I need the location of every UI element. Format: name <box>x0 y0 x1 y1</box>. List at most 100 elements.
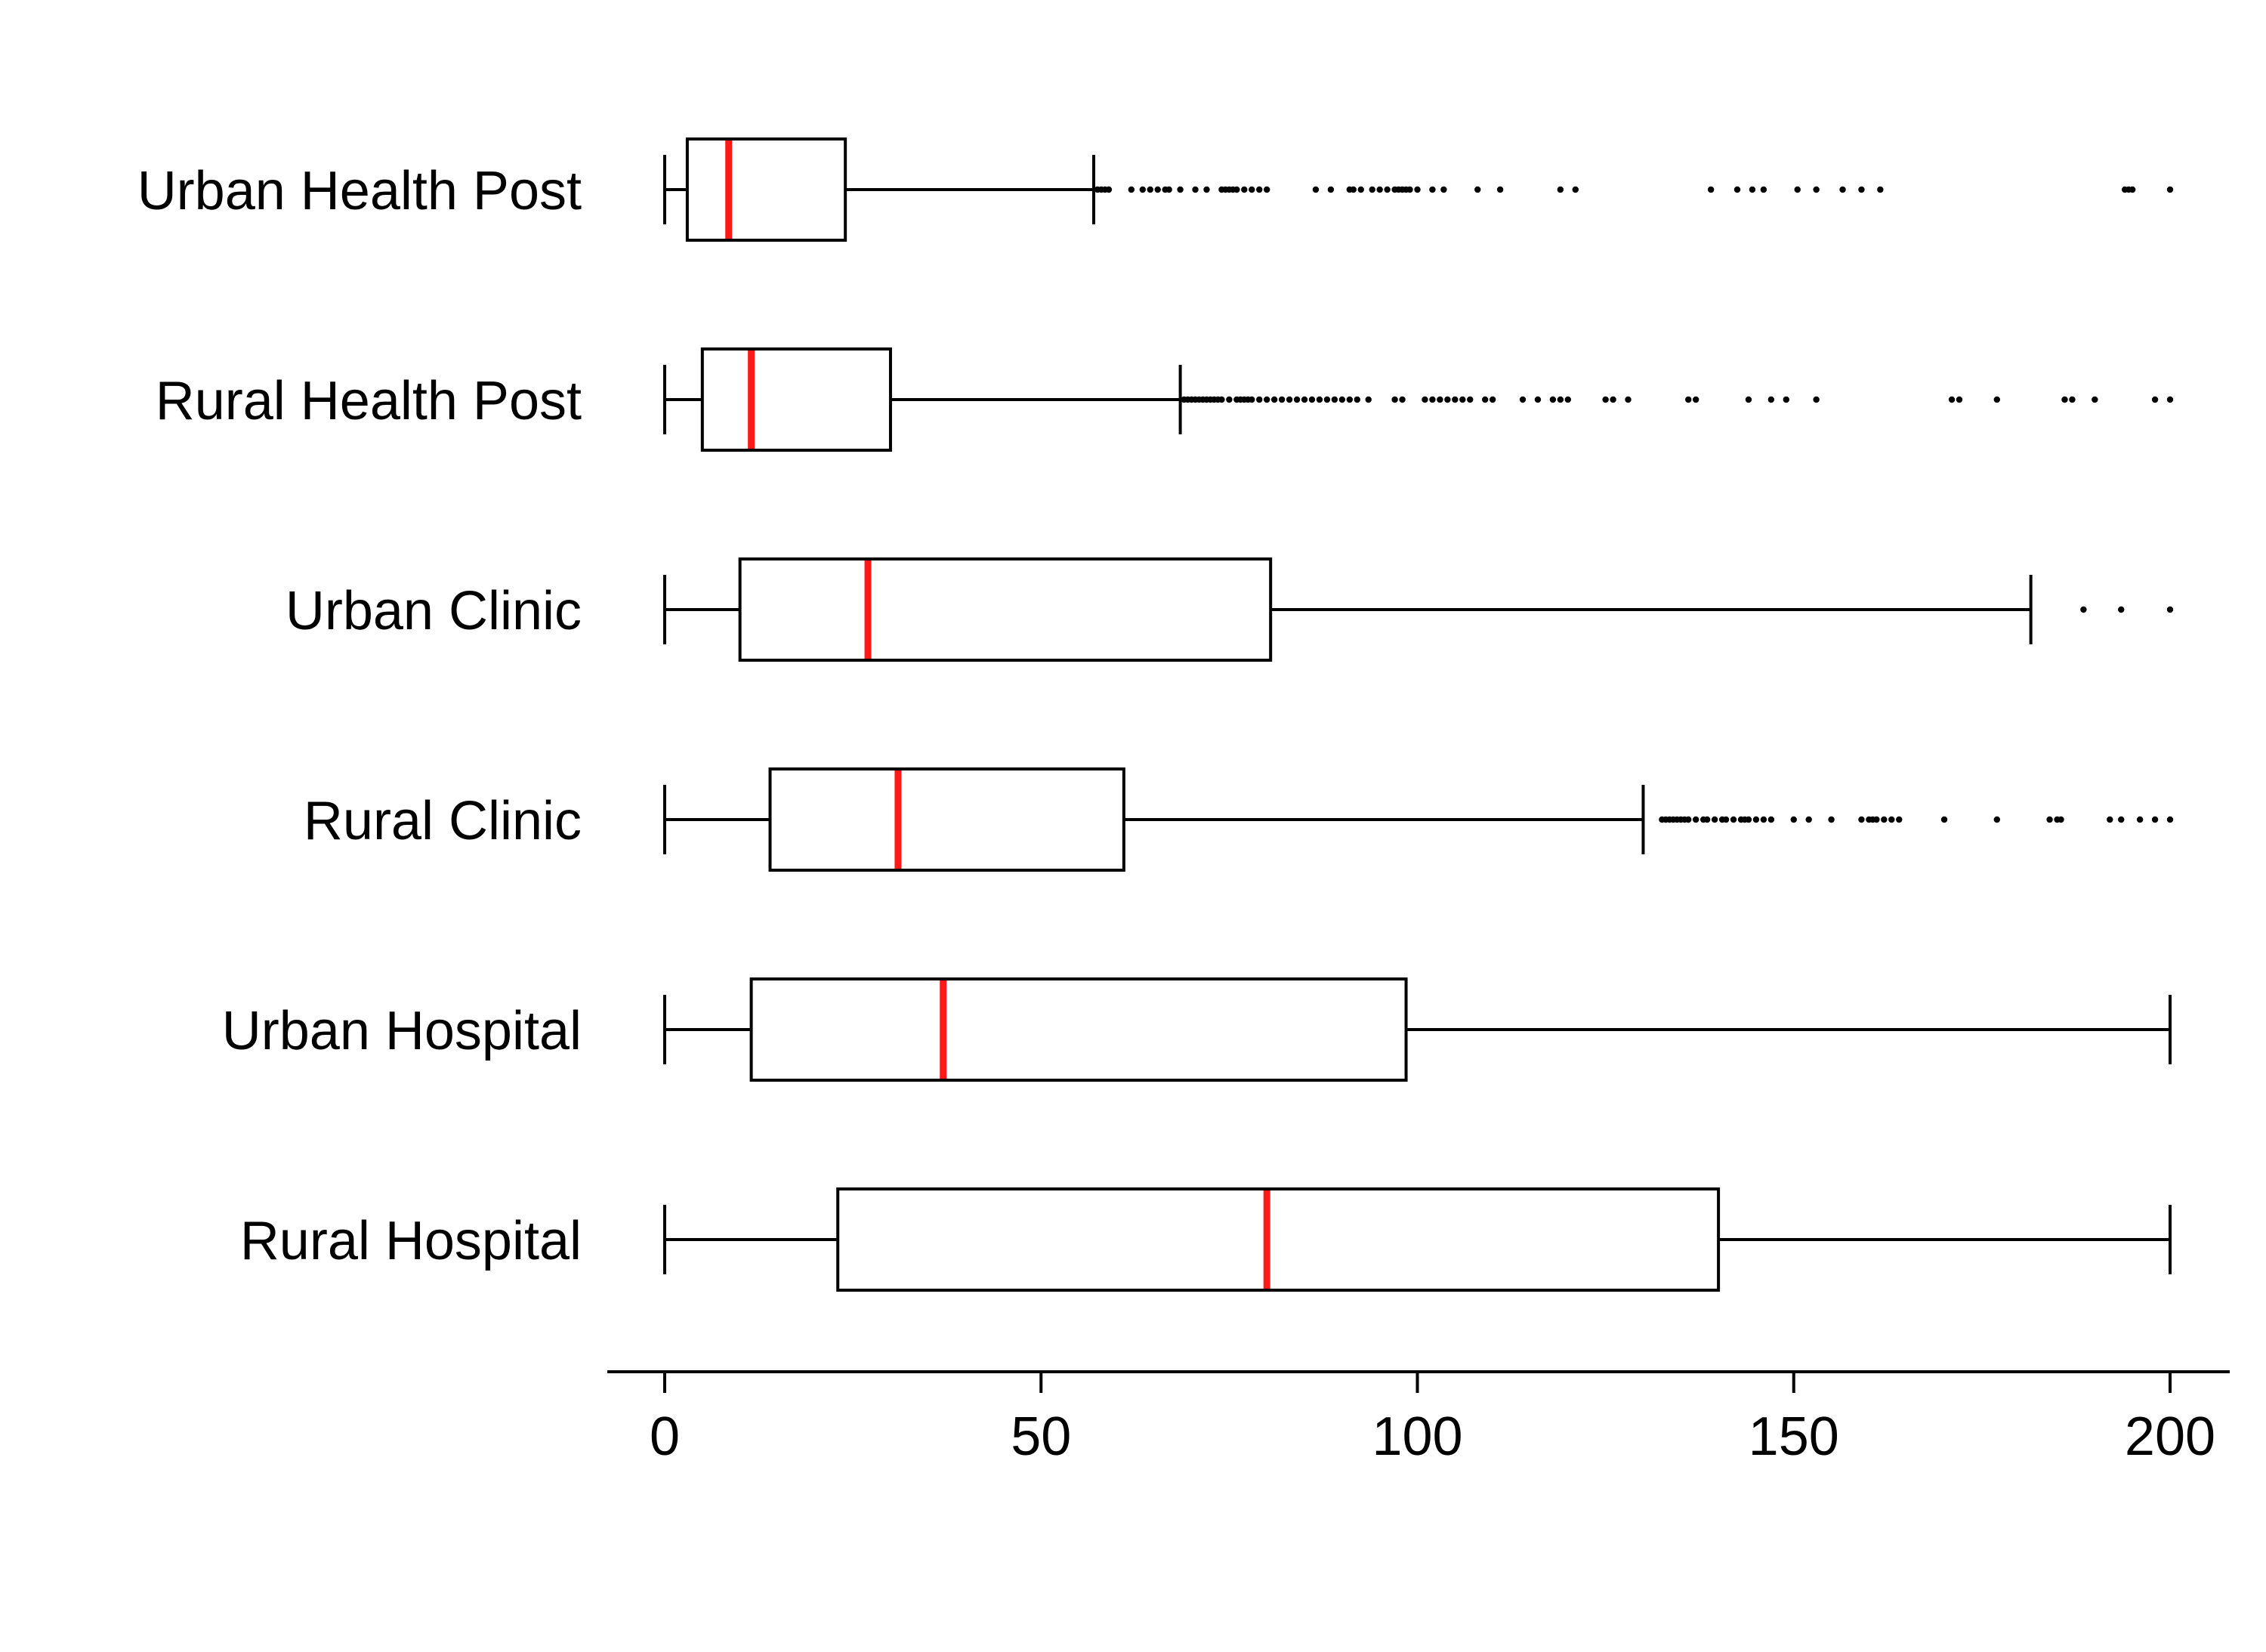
outlier-point <box>1270 396 1278 403</box>
x-tick-label: 50 <box>1011 1407 1071 1467</box>
outlier-point <box>1693 396 1700 403</box>
iqr-box <box>836 1187 1721 1292</box>
outlier-point <box>1745 816 1752 823</box>
outlier-point <box>1685 816 1692 823</box>
outlier-point <box>1226 396 1233 403</box>
outlier-point <box>2092 396 2098 403</box>
outlier-point <box>1365 396 1372 403</box>
outlier-point <box>1858 816 1865 823</box>
outlier-point <box>1805 816 1812 823</box>
outlier-point <box>1154 186 1161 193</box>
outlier-point <box>1896 816 1903 823</box>
outlier-point <box>1338 396 1346 403</box>
outlier-point <box>1625 396 1632 403</box>
box-group <box>663 347 2174 452</box>
outlier-point <box>1331 396 1338 403</box>
outlier-point <box>1813 186 1820 193</box>
outlier-point <box>1752 816 1760 823</box>
outlier-point <box>1557 186 1564 193</box>
x-tick-label: 200 <box>2125 1407 2215 1467</box>
category-label: Urban Hospital <box>222 1001 582 1061</box>
outlier-point <box>1602 396 1609 403</box>
outlier-point <box>1745 396 1752 403</box>
outlier-point <box>1391 396 1398 403</box>
box-group <box>663 1187 2172 1292</box>
outlier-point <box>1105 186 1113 193</box>
outlier-point <box>1422 396 1428 403</box>
outlier-point <box>2061 396 2068 403</box>
outlier-point <box>1357 186 1364 193</box>
outlier-point <box>1534 396 1542 403</box>
outlier-point <box>2166 816 2174 823</box>
outlier-point <box>2058 816 2064 823</box>
category-label: Rural Clinic <box>304 791 582 851</box>
iqr-box <box>685 137 847 242</box>
outlier-point <box>1350 186 1357 193</box>
box-group <box>663 137 2174 242</box>
outlier-point <box>1437 396 1443 403</box>
outlier-point <box>1354 396 1360 403</box>
outlier-point <box>1308 396 1316 403</box>
iqr-box <box>768 767 1125 872</box>
iqr-box <box>738 557 1273 662</box>
outlier-point <box>1767 816 1775 823</box>
outlier-point <box>1564 396 1571 403</box>
outlier-point <box>1873 816 1880 823</box>
outlier-point <box>2080 606 2087 613</box>
outlier-point <box>1256 186 1263 193</box>
outlier-point <box>2118 816 2125 823</box>
outlier-point <box>1749 186 1756 193</box>
outlier-point <box>2166 186 2174 193</box>
category-label: Rural Health Post <box>156 371 582 431</box>
outlier-point <box>1813 396 1820 403</box>
outlier-point <box>1993 816 2001 823</box>
outlier-point <box>1452 396 1459 403</box>
outlier-point <box>1610 396 1616 403</box>
category-labels: Urban Health Post Rural Health Post Urban … <box>137 161 582 1271</box>
outlier-point <box>1323 396 1331 403</box>
outlier-point <box>1203 186 1210 193</box>
box-group <box>663 557 2174 662</box>
outlier-point <box>1693 816 1700 823</box>
outlier-point <box>2136 816 2144 823</box>
outlier-point <box>1474 186 1481 193</box>
outlier-point <box>1722 816 1730 823</box>
outlier-point <box>1711 816 1718 823</box>
outlier-point <box>1233 186 1240 193</box>
outlier-point <box>1312 186 1320 193</box>
x-tick-label: 0 <box>650 1407 680 1467</box>
box-group <box>663 977 2172 1082</box>
outlier-point <box>2166 606 2174 613</box>
outlier-point <box>1881 816 1888 823</box>
outlier-point <box>2151 816 2159 823</box>
outlier-point <box>1165 186 1172 193</box>
outlier-point <box>2129 186 2136 193</box>
iqr-box <box>700 347 892 452</box>
boxes-layer <box>663 137 2174 1292</box>
outlier-point <box>1519 396 1527 403</box>
outlier-point <box>1139 186 1146 193</box>
outlier-point <box>1790 816 1797 823</box>
outlier-point <box>1414 186 1421 193</box>
outlier-point <box>1249 396 1255 403</box>
outlier-point <box>1147 186 1153 193</box>
outlier-point <box>1286 396 1293 403</box>
outlier-point <box>1828 816 1835 823</box>
outlier-point <box>1406 186 1413 193</box>
outlier-point <box>1369 186 1375 193</box>
outlier-point <box>1877 186 1884 193</box>
outlier-point <box>1839 186 1846 193</box>
outlier-point <box>1489 396 1496 403</box>
outlier-point <box>1399 396 1406 403</box>
outlier-point <box>1327 186 1335 193</box>
outlier-point <box>1733 186 1741 193</box>
x-tick-label: 150 <box>1749 1407 1839 1467</box>
outlier-point <box>1467 396 1474 403</box>
outlier-point <box>1346 396 1354 403</box>
outlier-point <box>2107 816 2113 823</box>
x-tick-label: 100 <box>1372 1407 1462 1467</box>
outlier-point <box>1278 396 1286 403</box>
outlier-point <box>1301 396 1308 403</box>
